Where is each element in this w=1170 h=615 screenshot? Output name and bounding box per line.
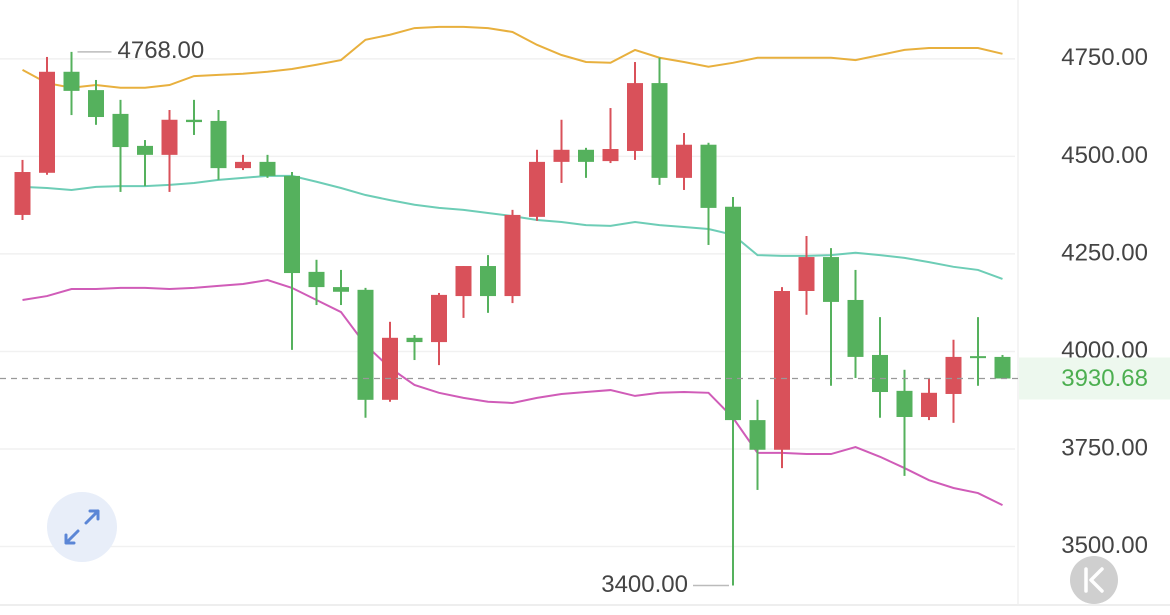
candle-body (823, 257, 839, 302)
candle-body (308, 271, 325, 288)
candle-body (137, 145, 153, 155)
y-tick-label: 4750.00 (1061, 44, 1148, 71)
last-price-box (1019, 357, 1170, 400)
band-line (22, 279, 1003, 507)
expand-icon[interactable] (64, 509, 100, 545)
candle-body (112, 113, 129, 148)
high-label: 4768.00 (118, 37, 205, 64)
candle-body (455, 266, 472, 297)
y-tick-label: 4500.00 (1061, 142, 1148, 169)
candle-body (725, 206, 741, 421)
last-price-label: 3930.68 (1061, 365, 1148, 392)
candle-body (63, 71, 80, 91)
plot: 3500.003750.004000.004250.004500.004750.… (0, 25, 1170, 598)
candle-body (480, 266, 496, 297)
candle-body (896, 390, 913, 417)
candle-body (651, 83, 668, 178)
candle-body (921, 392, 937, 417)
y-tick-label: 3500.00 (1061, 532, 1148, 559)
candle-body (382, 337, 398, 400)
candle-body (284, 175, 300, 274)
expand-button-bg[interactable] (47, 492, 117, 562)
candle-body (333, 287, 349, 292)
candle-body (529, 161, 545, 217)
candle-body (700, 144, 717, 208)
candle-body (14, 172, 31, 215)
candle-body (945, 356, 962, 394)
candle-body (872, 354, 888, 393)
back-to-start-button[interactable] (1070, 556, 1118, 604)
y-tick-label: 3750.00 (1061, 434, 1148, 461)
candle-body (88, 90, 104, 118)
back-icon[interactable] (1084, 567, 1104, 593)
candle-body (186, 119, 202, 123)
candle-body (749, 420, 766, 450)
band-line (22, 25, 1003, 89)
candle-body (553, 149, 570, 162)
candle-body (259, 161, 276, 176)
candle-body (161, 119, 178, 155)
candle-body (602, 149, 619, 162)
candle-body (210, 120, 227, 169)
back-button-bg[interactable] (1070, 556, 1118, 604)
candle-body (847, 299, 864, 357)
y-tick-label: 4250.00 (1061, 239, 1148, 266)
expand-button[interactable] (47, 492, 117, 562)
candle-body (39, 71, 55, 173)
candle-body (357, 289, 374, 400)
candle-body (627, 83, 643, 151)
candle-body (774, 290, 790, 450)
candle-body (676, 144, 692, 178)
candle-body (970, 356, 986, 359)
candle-body (798, 257, 815, 291)
candle-body (406, 337, 423, 343)
low-label: 3400.00 (601, 571, 688, 598)
candle-body (235, 161, 251, 169)
candle-body (504, 214, 521, 297)
candle-body (431, 294, 447, 343)
candle-body (578, 149, 594, 162)
candle-body (994, 356, 1011, 379)
